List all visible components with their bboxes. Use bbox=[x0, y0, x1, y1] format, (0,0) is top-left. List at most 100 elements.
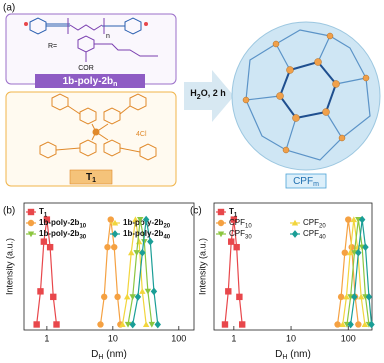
legend-label: T1 bbox=[229, 207, 238, 218]
reagent-sub: 2 bbox=[197, 94, 201, 101]
legend-name: T bbox=[229, 207, 234, 216]
marker bbox=[217, 219, 225, 227]
legend-name: CPF bbox=[303, 218, 319, 227]
plot-frame bbox=[213, 202, 373, 331]
marker bbox=[351, 293, 358, 301]
legend-name: CPF bbox=[229, 218, 245, 227]
marker bbox=[53, 321, 60, 328]
aldehyde-o bbox=[24, 22, 28, 26]
marker bbox=[365, 293, 373, 301]
marker bbox=[27, 231, 35, 238]
marker bbox=[358, 215, 366, 224]
marker bbox=[346, 249, 354, 256]
marker bbox=[97, 321, 104, 328]
x-axis-label: DH (nm) bbox=[91, 349, 127, 361]
legend-label: CPF20 bbox=[303, 218, 326, 229]
label-sub: n bbox=[113, 81, 117, 88]
group-label: 4Cl bbox=[136, 131, 147, 138]
legend-label: 1b-poly-2b10 bbox=[39, 218, 87, 229]
legend-name: 1b-poly-2b bbox=[39, 218, 80, 227]
polymer-label-box bbox=[35, 74, 145, 88]
legend-label: 1b-poly-2b40 bbox=[123, 229, 171, 240]
marker bbox=[348, 243, 355, 251]
marker bbox=[236, 293, 243, 301]
legend-sub: 20 bbox=[163, 223, 170, 229]
marker bbox=[233, 243, 240, 251]
marker bbox=[217, 231, 225, 238]
x-tick-label: 1 bbox=[231, 333, 236, 343]
marker bbox=[361, 321, 369, 328]
marker bbox=[107, 216, 114, 223]
marker bbox=[351, 250, 358, 256]
legend-label: T1 bbox=[39, 207, 48, 218]
product-label-box bbox=[285, 173, 327, 189]
marker bbox=[111, 219, 119, 226]
legend-sub: 40 bbox=[319, 234, 326, 240]
marker bbox=[142, 321, 150, 328]
x-tick-label: 1 bbox=[44, 333, 49, 343]
linker-structure bbox=[39, 93, 157, 161]
reagent-part: H bbox=[190, 88, 197, 98]
legend-label: CPF10 bbox=[229, 218, 252, 229]
aldehyde-o bbox=[144, 22, 148, 26]
x-label-part: (nm) bbox=[287, 349, 310, 360]
marker bbox=[46, 243, 54, 251]
y-axis-label: Intensity (a.u.) bbox=[197, 238, 207, 295]
marker bbox=[362, 243, 369, 252]
x-label-part: D bbox=[275, 349, 282, 360]
marker bbox=[27, 208, 35, 216]
marker bbox=[291, 219, 299, 226]
linker-label-box bbox=[69, 169, 113, 185]
marker bbox=[129, 294, 136, 301]
product-label: CPFm bbox=[293, 176, 319, 188]
plot-frame bbox=[23, 202, 195, 331]
marker bbox=[37, 288, 44, 295]
legend-name: 1b-poly-2b bbox=[39, 229, 80, 238]
label-text: CPF bbox=[293, 176, 313, 187]
x-label-part: D bbox=[91, 349, 98, 360]
x-tick-label: 100 bbox=[341, 333, 356, 343]
marker bbox=[50, 293, 57, 301]
series-line bbox=[99, 219, 121, 325]
marker bbox=[334, 321, 341, 328]
legend-name: CPF bbox=[303, 229, 319, 238]
marker bbox=[142, 215, 150, 224]
marker bbox=[137, 217, 144, 223]
panel-label: (a) bbox=[3, 3, 15, 14]
legend-label: CPF40 bbox=[303, 229, 326, 240]
polymer-label: 1b-poly-2bn bbox=[63, 76, 118, 88]
marker bbox=[355, 248, 362, 257]
legend-sub: 1 bbox=[44, 212, 48, 218]
group-label: R= bbox=[48, 43, 57, 50]
marker bbox=[225, 288, 232, 295]
marker bbox=[111, 230, 119, 238]
marker bbox=[347, 320, 354, 329]
polymer-structure bbox=[29, 17, 142, 62]
reagent-label: H2O, 2 h bbox=[190, 88, 225, 100]
group-label: COR bbox=[78, 65, 94, 72]
marker bbox=[132, 216, 139, 223]
marker bbox=[147, 237, 154, 246]
x-tick-label: 10 bbox=[108, 333, 118, 343]
marker bbox=[43, 216, 51, 223]
marker bbox=[230, 216, 238, 223]
legend-sub: 10 bbox=[245, 223, 252, 229]
x-axis-label: DH (nm) bbox=[275, 349, 311, 361]
marker bbox=[291, 230, 299, 238]
reagent-part: O, 2 h bbox=[201, 88, 226, 98]
marker bbox=[154, 320, 161, 329]
marker bbox=[114, 293, 121, 301]
x-label-part: (nm) bbox=[103, 349, 126, 360]
legend-label: CPF30 bbox=[229, 229, 252, 240]
legend-label: 1b-poly-2b30 bbox=[39, 229, 87, 240]
marker bbox=[357, 293, 365, 300]
marker bbox=[101, 293, 108, 301]
marker bbox=[129, 320, 136, 329]
panel-label: (b) bbox=[3, 206, 15, 217]
marker bbox=[228, 238, 235, 245]
reaction-arrow bbox=[184, 70, 234, 122]
marker bbox=[139, 248, 146, 257]
marker bbox=[124, 321, 132, 328]
marker bbox=[339, 321, 346, 328]
panel-label: (c) bbox=[190, 206, 202, 217]
